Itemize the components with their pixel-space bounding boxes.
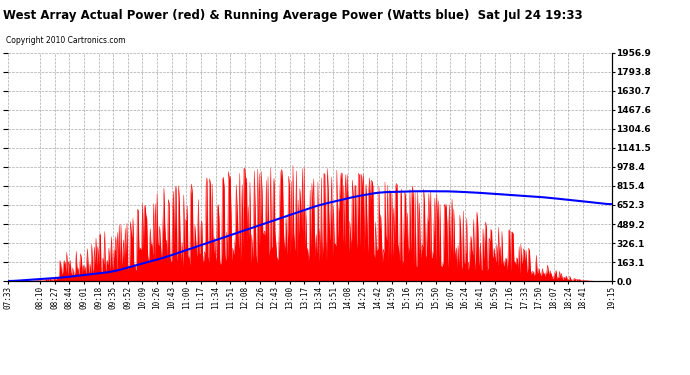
Text: West Array Actual Power (red) & Running Average Power (Watts blue)  Sat Jul 24 1: West Array Actual Power (red) & Running …: [3, 9, 583, 22]
Text: Copyright 2010 Cartronics.com: Copyright 2010 Cartronics.com: [6, 36, 125, 45]
